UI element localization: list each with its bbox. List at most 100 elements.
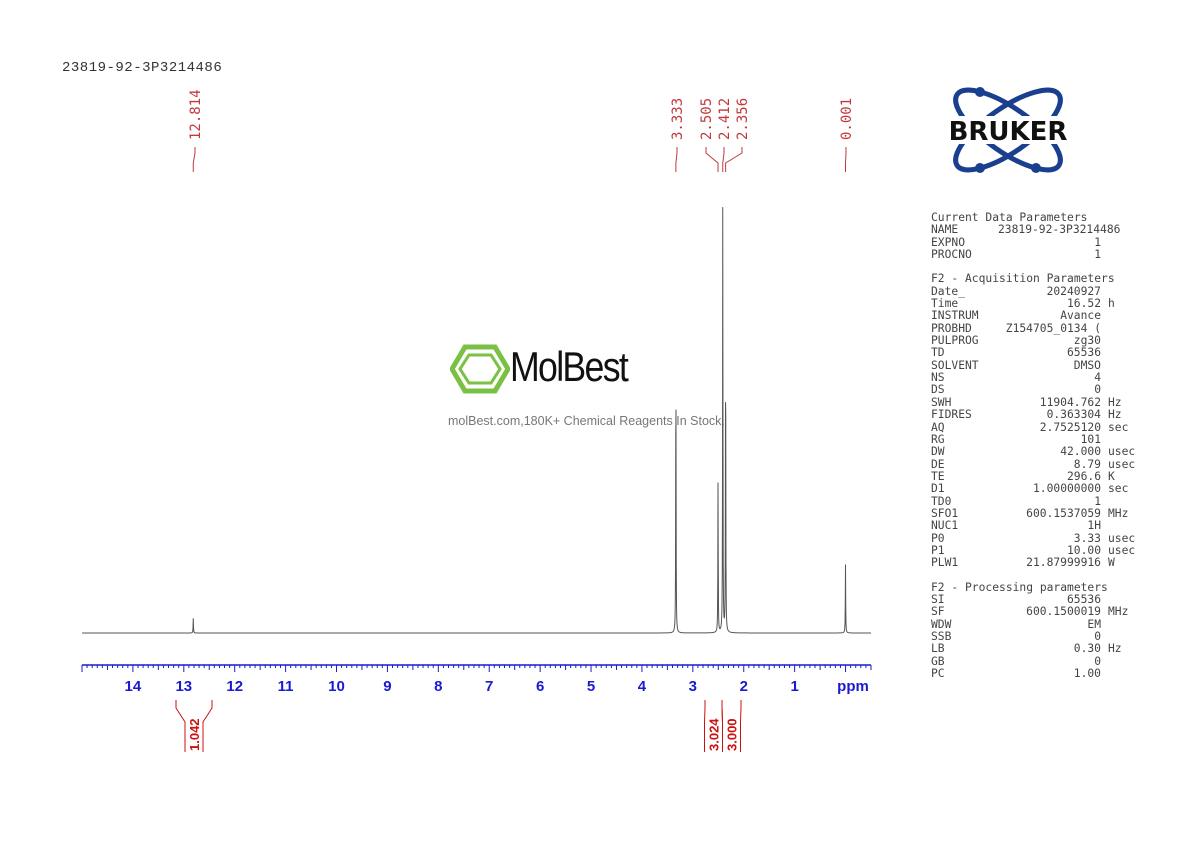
parameter-unit: W	[1108, 556, 1115, 570]
parameter-key: Date_	[931, 284, 966, 298]
parameter-key: DS	[931, 383, 945, 397]
parameter-row: DS 0	[931, 383, 1135, 397]
parameter-row: WDW EM	[931, 617, 1135, 631]
parameter-row: AQ 2.7525120 sec	[931, 420, 1135, 434]
peak-label-connector	[675, 147, 678, 172]
spectrum-line	[82, 207, 871, 634]
parameter-row: RG 101	[931, 432, 1135, 446]
parameter-value: Avance	[1060, 309, 1101, 323]
parameter-row: NAME 23819-92-3P3214486	[931, 223, 1135, 237]
parameter-key: SFO1	[931, 506, 959, 520]
integral-bracket	[175, 700, 213, 752]
parameter-value: 0	[1094, 654, 1101, 668]
parameter-row: D1 1.00000000 sec	[931, 482, 1135, 496]
parameter-key: LB	[931, 642, 945, 656]
peak-label: 12.814	[188, 89, 204, 140]
parameter-value: 1	[1094, 494, 1101, 508]
parameter-unit: usec	[1108, 531, 1136, 545]
x-tick-label: 5	[587, 678, 595, 695]
parameter-row: SOLVENT DMSO	[931, 358, 1135, 372]
parameter-row: TD0 1	[931, 494, 1135, 508]
parameter-key: SOLVENT	[931, 358, 979, 372]
parameter-unit: Hz	[1108, 395, 1122, 409]
parameter-value: 600.1500019	[1026, 605, 1101, 619]
peak-label: 2.412	[717, 98, 733, 140]
parameter-key: PULPROG	[931, 334, 979, 348]
parameter-key: EXPNO	[931, 235, 966, 249]
parameter-group: F2 - Acquisition Parameters Date_ 20240927…	[931, 272, 1136, 570]
parameter-value: 600.1537059	[1026, 506, 1101, 520]
parameter-value: 0.30	[1073, 642, 1101, 656]
integral-value: 1.042	[187, 718, 202, 751]
parameter-key: D1	[931, 482, 945, 496]
x-tick-label: 3	[689, 678, 697, 695]
parameter-row: SF 600.1500019 MHz	[931, 605, 1135, 619]
parameter-key: FIDRES	[931, 408, 972, 422]
parameter-row: SI 65536	[931, 593, 1135, 606]
parameter-row: GB 0	[931, 654, 1135, 668]
parameter-value: 8.79	[1073, 457, 1101, 471]
parameter-unit: Hz	[1108, 642, 1122, 656]
peak-label-connector	[705, 147, 719, 172]
parameter-key: TD	[931, 346, 945, 360]
parameter-key: RG	[931, 432, 945, 446]
integral-value: 3.024	[707, 718, 722, 751]
parameter-value: Z154705_0134 (	[1005, 321, 1101, 335]
parameter-value: 65536	[1066, 346, 1101, 360]
parameter-key: AQ	[931, 420, 945, 434]
peak-label: 0.001	[839, 98, 855, 140]
parameter-unit: usec	[1108, 543, 1136, 557]
parameter-unit: sec	[1108, 420, 1129, 434]
parameter-key: SF	[931, 605, 945, 619]
parameter-row: NS 4	[931, 371, 1135, 385]
parameter-value: 1.00000000	[1032, 482, 1101, 496]
parameter-group-title: F2 - Processing parameters	[931, 580, 1108, 594]
parameter-key: SSB	[931, 630, 952, 643]
parameter-row: TD 65536	[931, 346, 1135, 360]
parameter-key: WDW	[931, 617, 952, 631]
parameter-row: PROCNO 1	[931, 248, 1135, 262]
parameter-row: NUC1 1H	[931, 519, 1135, 533]
parameter-value: 296.6	[1066, 469, 1101, 483]
parameter-key: Time	[931, 297, 959, 311]
parameter-row: PLW1 21.87999916 W	[931, 556, 1135, 570]
parameter-value: DMSO	[1073, 358, 1101, 372]
parameter-group-title: Current Data Parameters	[931, 211, 1088, 224]
parameter-row: LB 0.30 Hz	[931, 642, 1135, 656]
parameter-row: DW 42.000 usec	[931, 445, 1136, 459]
parameter-row: PROBHD Z154705_0134 (	[931, 321, 1135, 335]
parameter-row: EXPNO 1	[931, 235, 1135, 249]
parameter-row: P0 3.33 usec	[931, 531, 1136, 545]
parameter-unit: MHz	[1108, 605, 1129, 619]
parameter-value: 1H	[1087, 519, 1101, 533]
parameter-value: 0	[1094, 383, 1101, 397]
parameter-key: NAME	[931, 223, 959, 237]
parameter-value: 4	[1094, 371, 1101, 385]
parameter-group: F2 - Processing parameters SI 65536 SF 600.1…	[931, 580, 1135, 681]
parameter-row: Date_ 20240927	[931, 284, 1135, 298]
parameter-key: DE	[931, 457, 945, 471]
parameter-unit: usec	[1108, 445, 1136, 459]
parameter-row: Time 16.52 h	[931, 297, 1135, 311]
parameter-key: PC	[931, 667, 945, 681]
parameter-unit: h	[1108, 297, 1115, 311]
peak-label-connector	[844, 147, 847, 172]
parameter-key: TE	[931, 469, 945, 483]
parameter-value: zg30	[1073, 334, 1101, 348]
parameter-key: TD0	[931, 494, 952, 508]
sample-name: 23819-92-3P3214486	[62, 60, 223, 76]
parameter-value: 10.00	[1066, 543, 1101, 557]
x-tick-label: 8	[434, 678, 442, 695]
parameter-value: 0.363304	[1046, 408, 1101, 422]
parameter-unit: K	[1108, 469, 1115, 483]
parameter-value: 3.33	[1073, 531, 1101, 545]
parameter-group-title: F2 - Acquisition Parameters	[931, 272, 1115, 286]
peak-label: 3.333	[670, 98, 686, 140]
x-tick-label: 9	[383, 678, 391, 695]
parameter-value: 42.000	[1060, 445, 1101, 459]
parameter-row: DE 8.79 usec	[931, 457, 1135, 471]
parameter-value: 1	[1094, 248, 1101, 262]
parameter-unit: MHz	[1108, 506, 1129, 520]
parameter-key: NUC1	[931, 519, 959, 533]
peak-label-connector	[722, 147, 725, 172]
